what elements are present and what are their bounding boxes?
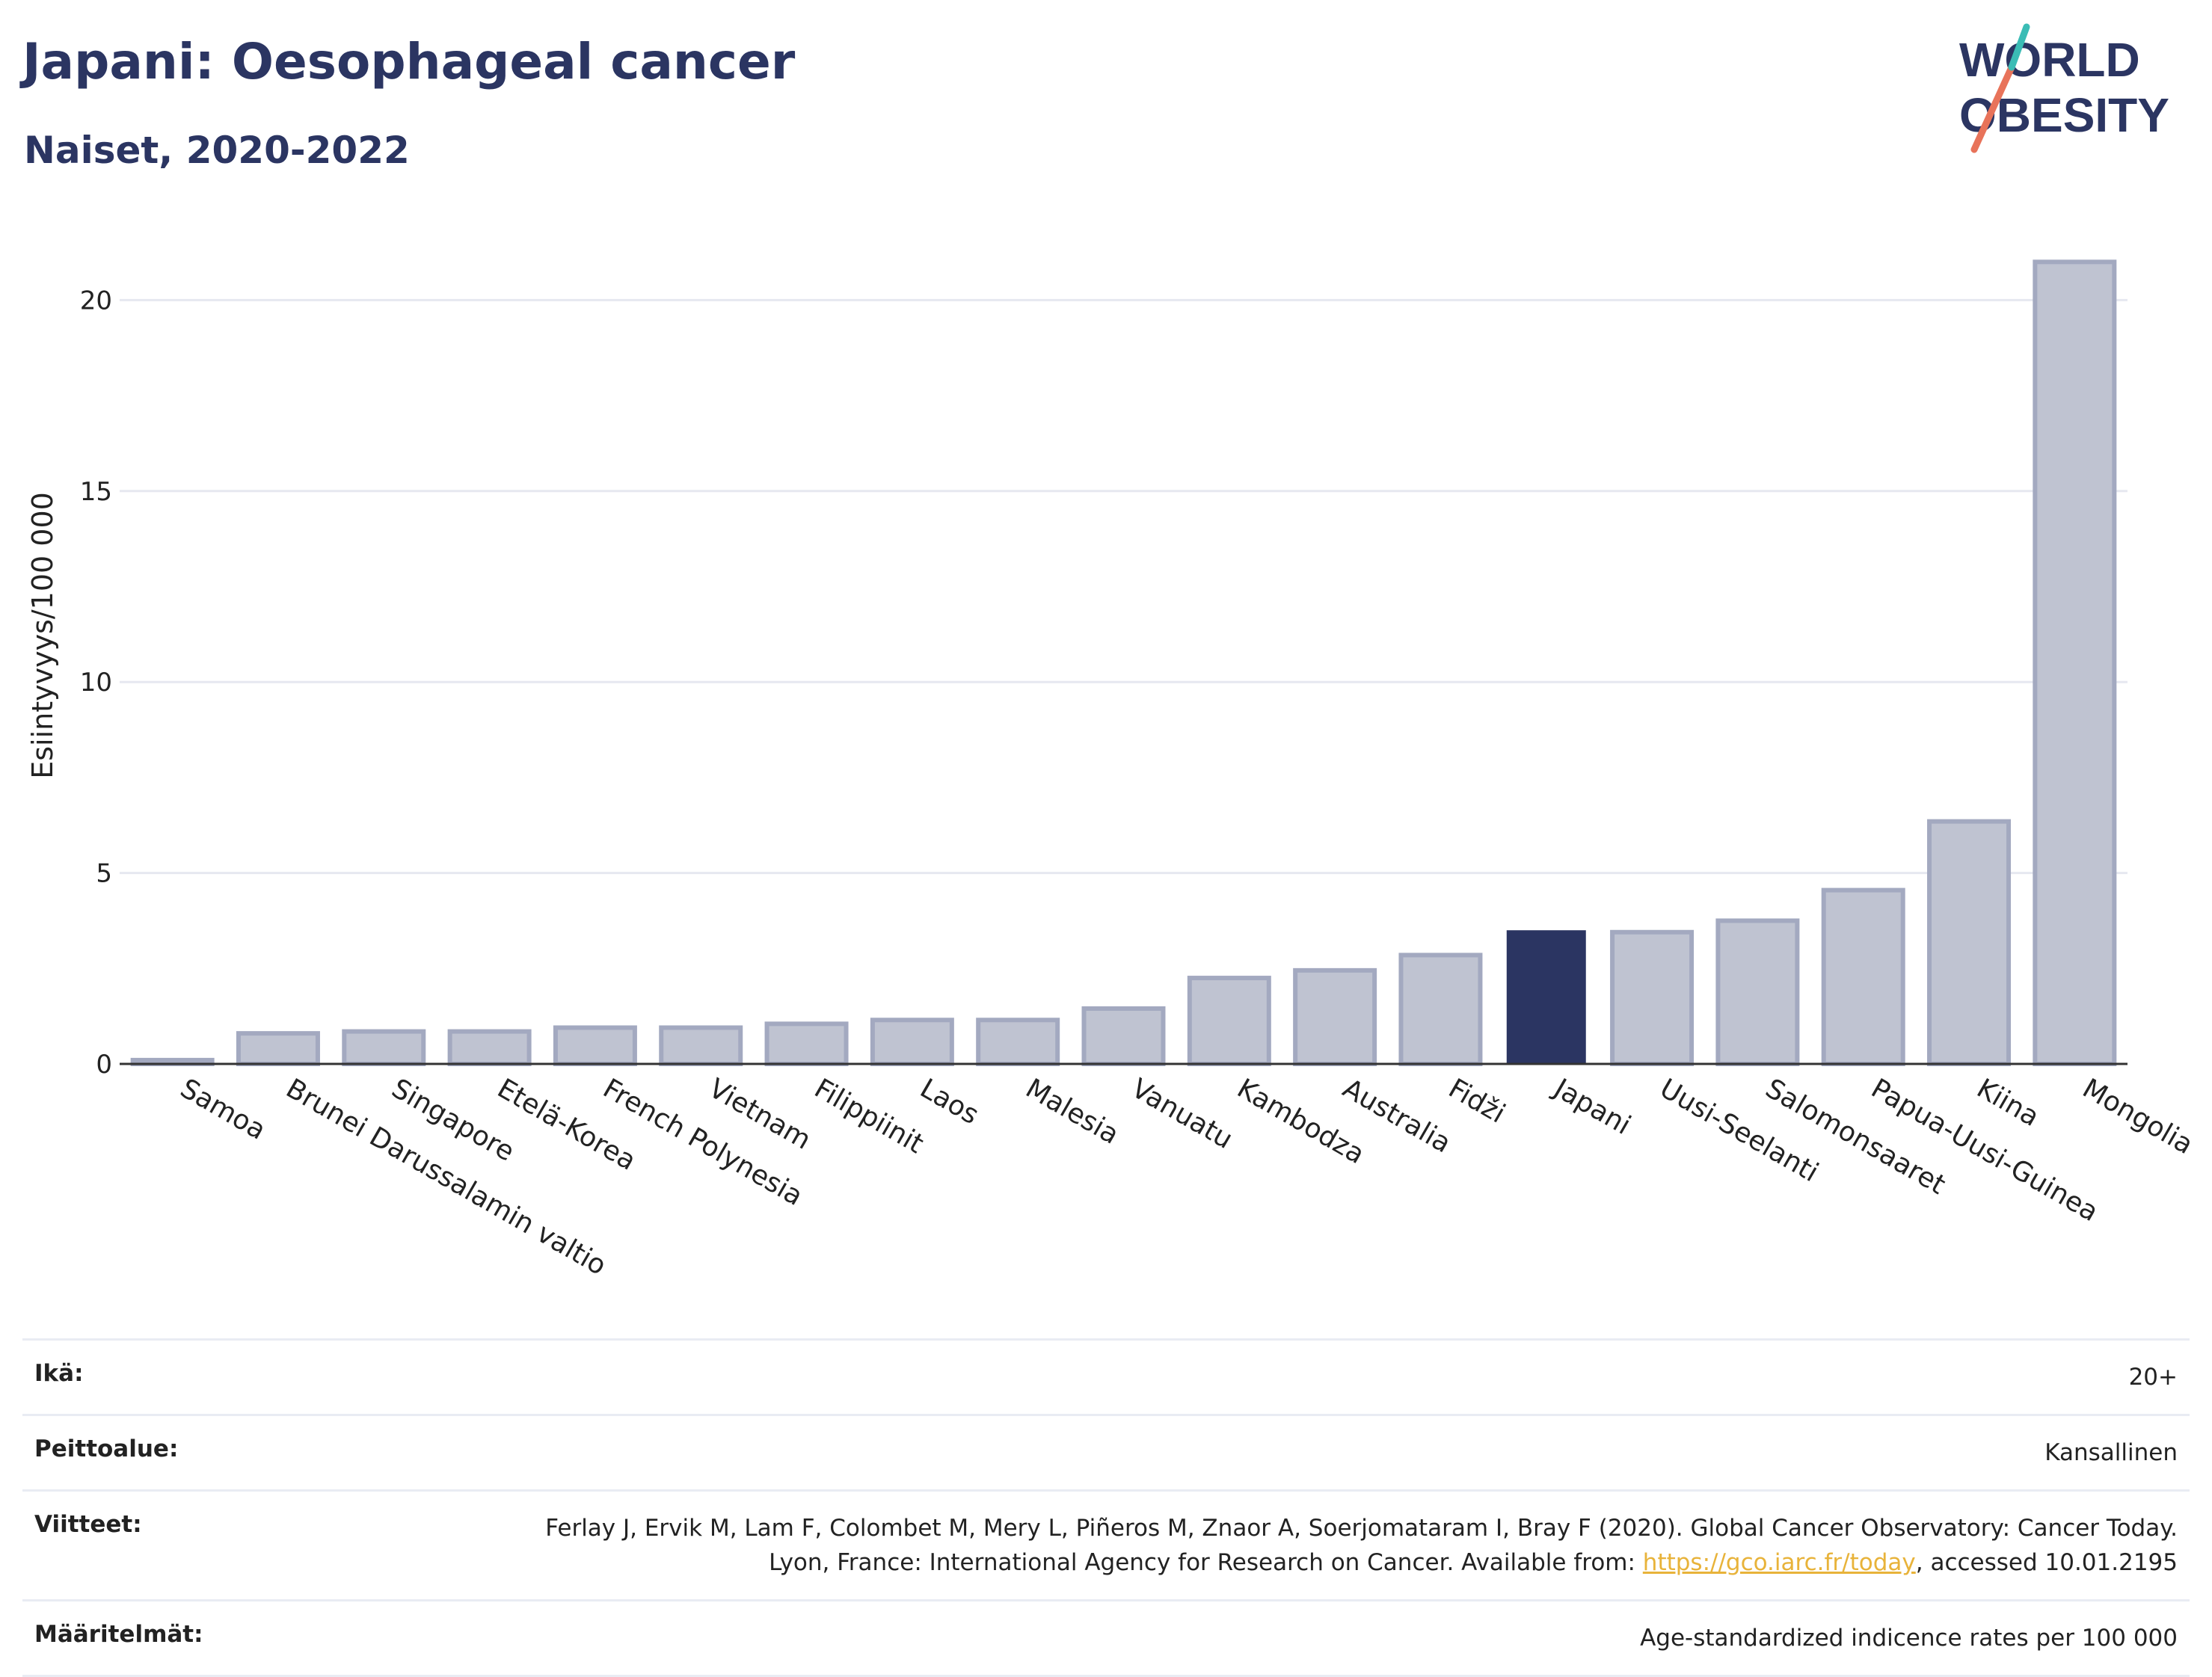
bar-french-polynesia (553, 1025, 637, 1066)
info-key: Viitteet: (34, 1511, 142, 1538)
logo-line-1: WORLD (1959, 33, 2140, 87)
bar-japani (1506, 930, 1586, 1064)
info-key: Peittoalue: (34, 1436, 179, 1462)
x-tick-label: Kiina (1972, 1073, 2044, 1133)
x-tick-label: Mongolia (2077, 1073, 2199, 1160)
info-value: Age-standardized indicence rates per 100… (1640, 1625, 2178, 1652)
info-table: Ikä: 20+ Peittoalue: Kansallinen Viittee… (22, 1338, 2190, 1677)
x-tick-label: Laos (915, 1073, 983, 1130)
bar-etel-korea (447, 1029, 532, 1066)
bar-kiina (1927, 819, 2012, 1066)
logo-slash-red (1970, 64, 2015, 153)
x-tick-label: Vanuatu (1126, 1073, 1238, 1155)
x-tick-label: Filippiinit (809, 1073, 929, 1160)
info-value: Ferlay J, Ervik M, Lam F, Colombet M, Me… (532, 1511, 2178, 1580)
bar-brunei-darussalamin-valtio (236, 1031, 320, 1066)
y-tick-label: 15 (80, 477, 112, 507)
info-row-definitions: Määritelmät: Age-standardized indicence … (22, 1599, 2190, 1677)
x-tick-label: French Polynesia (597, 1073, 808, 1212)
x-tick-label: Japani (1548, 1072, 1636, 1141)
bar-fid-i (1398, 953, 1483, 1067)
y-tick-label: 5 (96, 859, 112, 889)
world-obesity-logo: WORLD OBESITY (1959, 23, 2169, 153)
x-tick-label: Malesia (1021, 1073, 1124, 1151)
bar-salomonsaaret (1715, 918, 1800, 1066)
x-tick-label: Fidži (1443, 1073, 1511, 1129)
info-row-age: Ikä: 20+ (22, 1338, 2190, 1414)
logo-slash-teal (2008, 23, 2030, 71)
logo-line-2: OBESITY (1959, 88, 2169, 142)
y-tick-label: 0 (96, 1050, 112, 1080)
bar-vietnam (659, 1025, 743, 1066)
x-tick-label: Samoa (175, 1073, 271, 1146)
info-key: Määritelmät: (34, 1621, 203, 1648)
info-row-coverage: Peittoalue: Kansallinen (22, 1414, 2190, 1489)
chart-subtitle: Naiset, 2020-2022 (24, 129, 410, 172)
bar-vanuatu (1081, 1006, 1166, 1067)
bar-papua-uusi-guinea (1821, 887, 1905, 1066)
info-row-references: Viitteet: Ferlay J, Ervik M, Lam F, Colo… (22, 1489, 2190, 1599)
reference-accessed: , accessed 10.01.2195 (1915, 1549, 2178, 1576)
bars (130, 259, 2117, 1067)
bar-australia (1293, 967, 1377, 1066)
bar-laos (870, 1018, 954, 1066)
reference-text: Ferlay J, Ervik M, Lam F, Colombet M, Me… (545, 1515, 2178, 1576)
x-tick-label: Salomonsaaret (1760, 1073, 1950, 1201)
reference-link[interactable]: https://gco.iarc.fr/today (1642, 1549, 1916, 1576)
y-tick-label: 10 (80, 668, 112, 698)
info-value: Kansallinen (2044, 1439, 2178, 1466)
info-value: 20+ (2128, 1364, 2178, 1391)
grid-lines (120, 298, 2127, 875)
chart-title: Japani: Oesophageal cancer (22, 33, 796, 90)
y-axis-title: Esiintyvyys/100 000 (26, 492, 59, 779)
bar-filippiinit (764, 1021, 849, 1067)
bar-singapore (342, 1029, 426, 1066)
bar-malesia (976, 1018, 1060, 1066)
bar-uusi-seelanti (1610, 929, 1695, 1067)
bar-mongolia (2033, 259, 2117, 1066)
bar-kambodza (1187, 976, 1271, 1067)
info-key: Ikä: (34, 1360, 84, 1387)
y-tick-label: 20 (80, 286, 112, 316)
